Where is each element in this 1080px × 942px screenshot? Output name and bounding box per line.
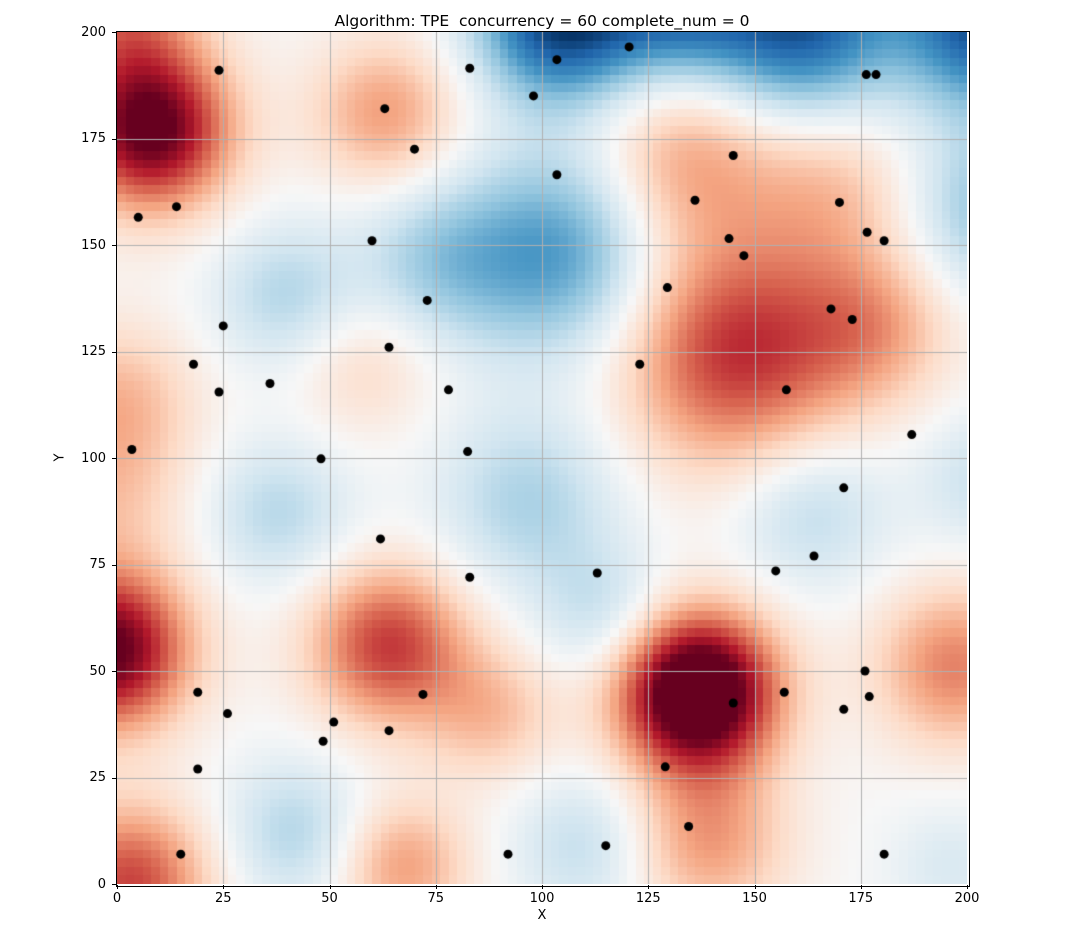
heatmap-canvas xyxy=(117,32,967,884)
y-tick-mark xyxy=(112,351,116,353)
x-axis-label: X xyxy=(537,908,547,923)
x-tick-label: 100 xyxy=(529,891,555,906)
y-tick-mark xyxy=(112,777,116,779)
y-tick-mark xyxy=(112,671,116,672)
x-tick-label: 50 xyxy=(321,891,338,906)
x-tick-label: 175 xyxy=(848,891,874,906)
y-tick-mark xyxy=(112,245,116,246)
x-tick-mark xyxy=(117,885,118,889)
x-tick-mark xyxy=(967,885,968,889)
y-axis-label: Y xyxy=(52,453,68,462)
chart-title: Algorithm: TPE concurrency = 60 complete… xyxy=(334,12,750,30)
x-tick-label: 0 xyxy=(112,891,122,906)
y-tick-label: 150 xyxy=(81,237,106,253)
y-tick-mark xyxy=(112,458,116,459)
y-tick-label: 100 xyxy=(81,450,106,466)
y-tick-label: 25 xyxy=(89,770,106,785)
x-tick-mark xyxy=(860,885,862,889)
x-tick-label: 200 xyxy=(954,891,980,906)
y-tick-label: 125 xyxy=(81,344,106,359)
x-tick-mark xyxy=(435,885,437,889)
x-tick-label: 25 xyxy=(214,891,232,906)
x-tick-label: 150 xyxy=(742,891,767,906)
y-tick-mark xyxy=(112,564,116,566)
y-tick-label: 0 xyxy=(97,876,106,892)
y-tick-label: 75 xyxy=(89,557,106,572)
x-tick-mark xyxy=(648,885,650,889)
x-tick-mark xyxy=(542,885,543,889)
y-tick-label: 50 xyxy=(89,663,106,679)
x-tick-mark xyxy=(329,885,331,889)
x-tick-label: 125 xyxy=(635,891,661,906)
x-tick-label: 75 xyxy=(427,891,445,906)
y-tick-mark xyxy=(112,32,116,33)
y-tick-mark xyxy=(112,138,116,140)
x-tick-mark xyxy=(754,885,756,889)
y-tick-label: 175 xyxy=(81,131,106,146)
y-tick-label: 200 xyxy=(81,24,106,40)
x-tick-mark xyxy=(223,885,225,889)
y-tick-mark xyxy=(112,884,116,885)
